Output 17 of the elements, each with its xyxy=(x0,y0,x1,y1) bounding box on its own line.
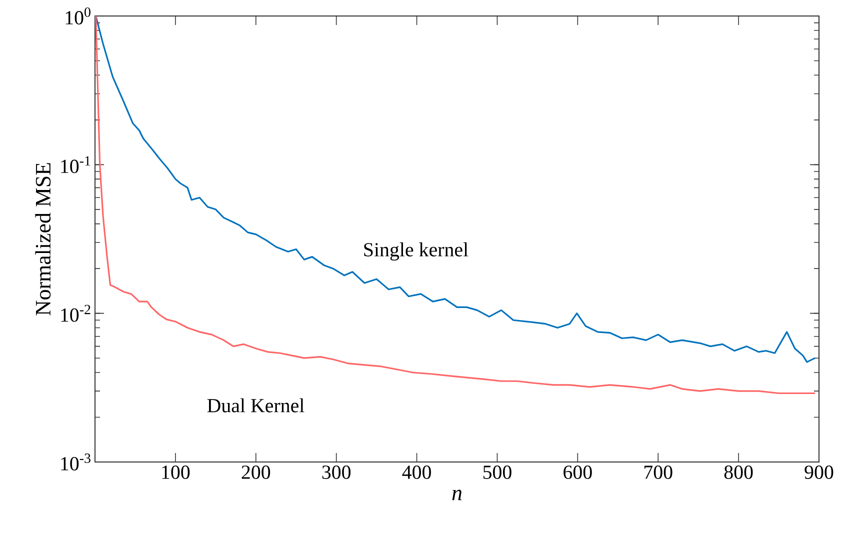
x-tick-label: 200 xyxy=(242,466,270,479)
x-tick-label: 700 xyxy=(644,466,672,479)
x-tick-label: 600 xyxy=(564,466,592,479)
y-tick-label: 10$^{-3}$ xyxy=(61,454,90,470)
y-tick-label: 10$^{-1}$ xyxy=(61,156,90,174)
x-tick-label: 800 xyxy=(724,466,753,479)
x-tick-label: 400 xyxy=(402,466,431,479)
x-tick-label: 500 xyxy=(483,466,512,479)
y-tick-label: 10$^{-2}$ xyxy=(61,304,90,322)
series-label: Single kernel xyxy=(364,242,468,261)
x-tick-label: 900 xyxy=(804,466,834,479)
x-tick-label: 100 xyxy=(162,466,190,479)
text: Dual Kernel xyxy=(207,398,304,412)
y-tick-label: 10$^{0}$ xyxy=(66,8,90,24)
x-axis-title: n xyxy=(452,490,462,500)
x-tick-label: 300 xyxy=(322,466,351,479)
y-axis-title: Normalized MSE xyxy=(35,163,51,316)
